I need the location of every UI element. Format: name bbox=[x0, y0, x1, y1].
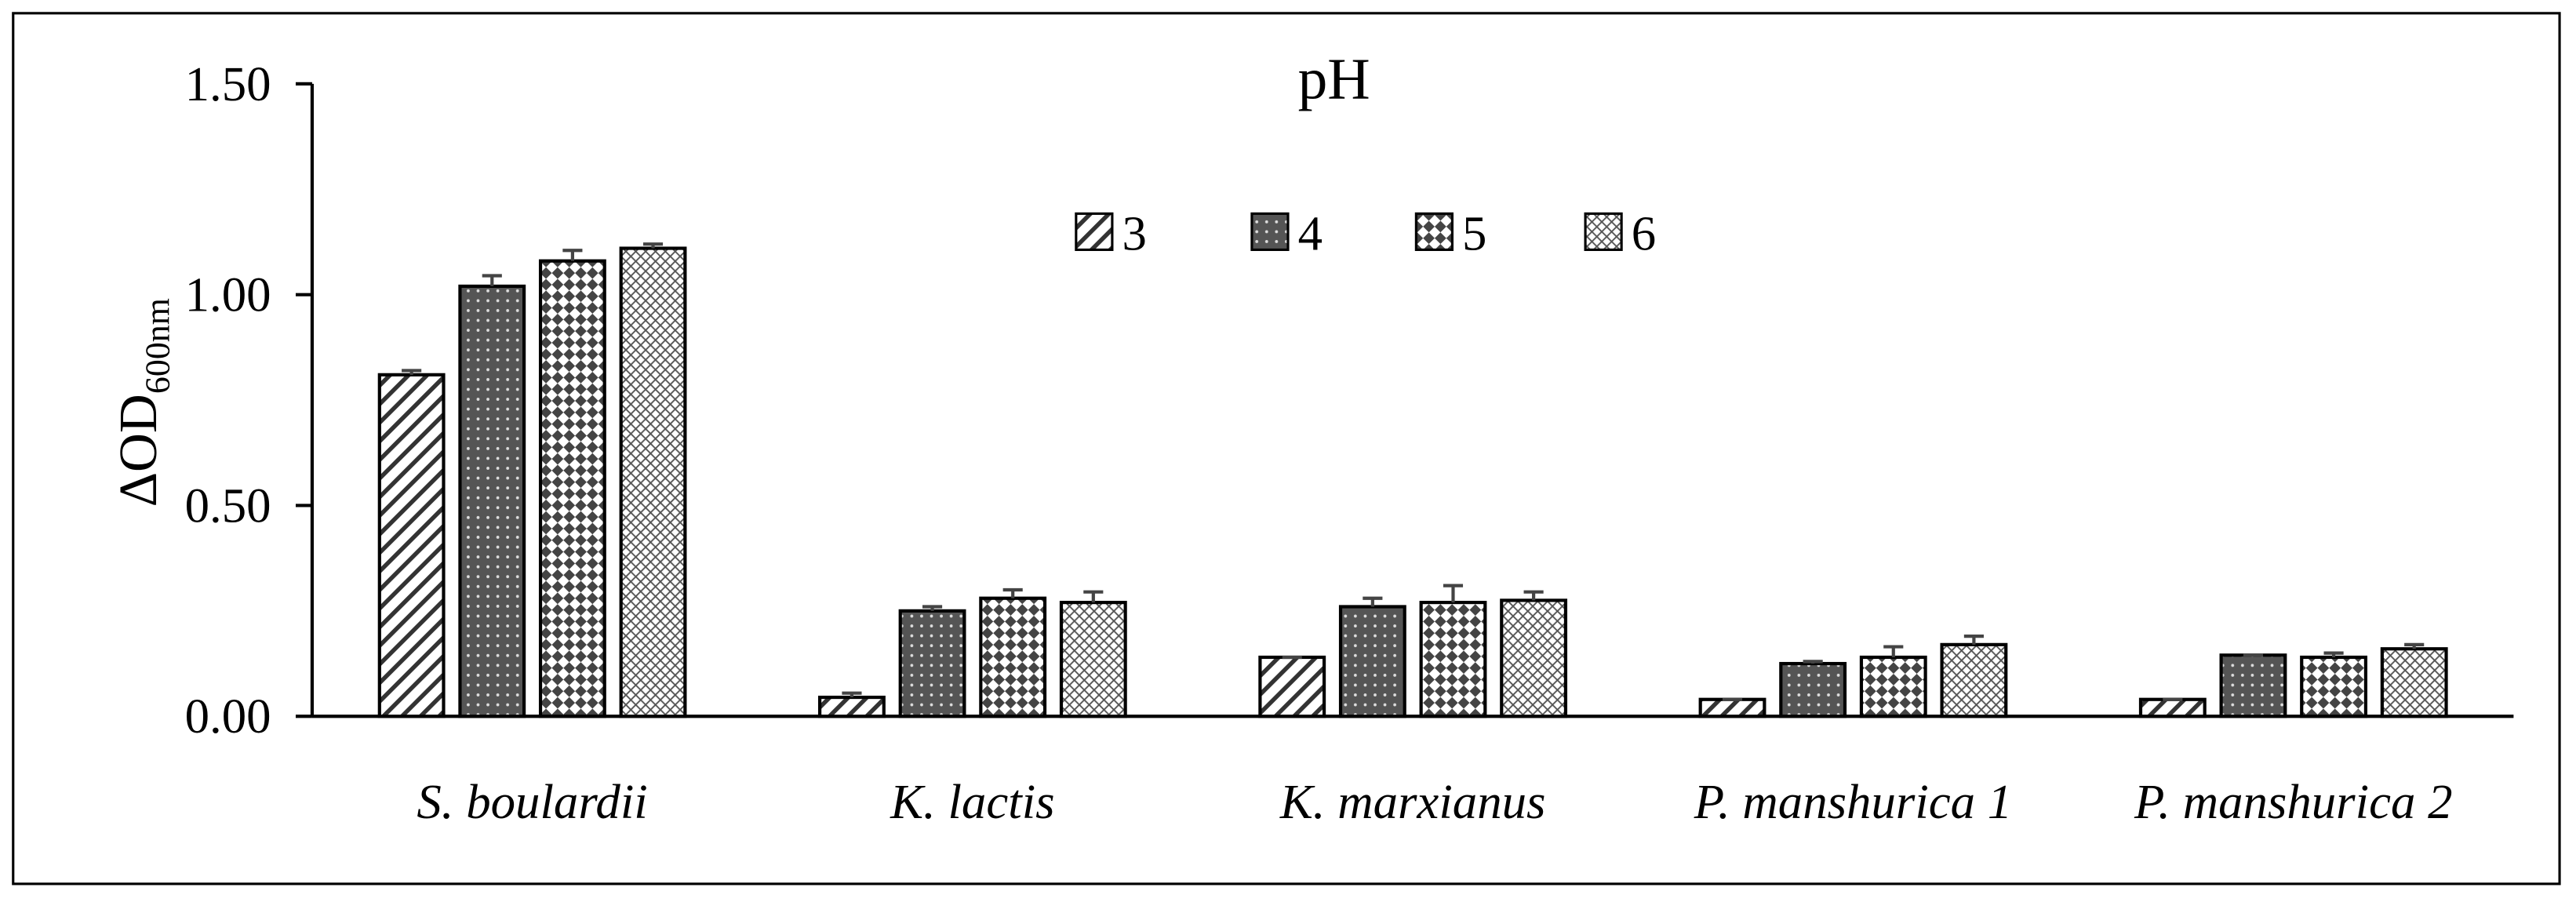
bar bbox=[818, 695, 886, 718]
legend-label: 3 bbox=[1122, 205, 1146, 260]
bar bbox=[1500, 598, 1568, 718]
bar bbox=[1940, 642, 2008, 718]
bar bbox=[2380, 647, 2448, 718]
y-axis-title: ΔOD600nm bbox=[107, 298, 177, 507]
x-tick-label: K. marxianus bbox=[1279, 774, 1546, 829]
bar bbox=[2300, 655, 2368, 718]
bar bbox=[979, 596, 1047, 718]
bar bbox=[1338, 605, 1406, 718]
legend-label: 4 bbox=[1298, 205, 1323, 260]
legend-swatch bbox=[1250, 212, 1290, 252]
error-bar bbox=[1002, 587, 1023, 598]
error-bar bbox=[402, 369, 422, 375]
chart-title: pH bbox=[1298, 47, 1370, 112]
error-bar bbox=[1523, 590, 1544, 601]
y-axis-title-main: ΔOD bbox=[107, 394, 168, 507]
error-bar bbox=[482, 274, 502, 286]
error-bar bbox=[1963, 635, 1984, 645]
bar bbox=[1698, 697, 1766, 718]
y-axis-title-sub: 600nm bbox=[139, 298, 177, 394]
error-bar bbox=[1443, 584, 1464, 603]
x-tick-label: P. manshurica 2 bbox=[2134, 774, 2452, 829]
bar bbox=[1779, 661, 1847, 718]
x-tick-label: S. boulardii bbox=[417, 774, 647, 829]
legend-label: 5 bbox=[1462, 205, 1486, 260]
legend-label: 6 bbox=[1632, 205, 1656, 260]
bar bbox=[1059, 601, 1127, 718]
error-bar bbox=[642, 242, 664, 249]
legend-swatch bbox=[1584, 212, 1623, 252]
x-tick-label: K. lactis bbox=[890, 774, 1054, 829]
error-bar bbox=[562, 249, 583, 261]
error-bar bbox=[1883, 645, 1904, 657]
error-bar bbox=[1803, 660, 1823, 664]
error-bar bbox=[842, 691, 862, 698]
y-tick-label: 0.00 bbox=[185, 689, 271, 744]
y-tick-label: 1.50 bbox=[185, 56, 271, 111]
y-tick-label: 1.00 bbox=[185, 267, 271, 322]
bar bbox=[458, 284, 526, 718]
bar bbox=[1859, 655, 1927, 718]
bar bbox=[2138, 697, 2207, 718]
error-bar bbox=[922, 605, 943, 611]
x-tick-label: P. manshurica 1 bbox=[1694, 774, 2013, 829]
bar bbox=[619, 246, 687, 718]
error-bar bbox=[2323, 651, 2344, 657]
bar bbox=[2219, 653, 2287, 718]
error-bar bbox=[1363, 596, 1383, 607]
bar bbox=[1419, 601, 1487, 718]
error-bar bbox=[2404, 642, 2425, 649]
y-tick-label: 0.50 bbox=[185, 478, 271, 533]
error-bar bbox=[1083, 590, 1104, 603]
bar bbox=[538, 259, 606, 718]
bar bbox=[898, 609, 966, 718]
bar bbox=[377, 373, 446, 718]
legend-swatch bbox=[1075, 212, 1114, 252]
bar bbox=[1258, 655, 1326, 718]
legend-swatch bbox=[1414, 212, 1454, 252]
